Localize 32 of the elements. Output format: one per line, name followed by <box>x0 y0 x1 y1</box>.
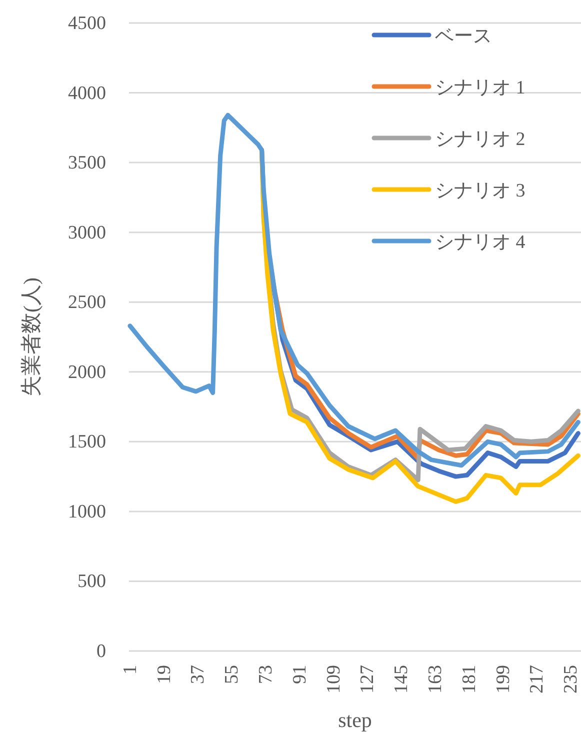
x-tick-label: 145 <box>391 665 412 694</box>
x-tick-label: 19 <box>154 665 175 684</box>
x-tick-label: 181 <box>458 665 480 694</box>
x-tick-label: 91 <box>289 665 310 684</box>
x-tick-label: 1 <box>120 665 141 674</box>
y-tick-label: 1500 <box>68 432 106 453</box>
x-tick-label: 217 <box>526 665 548 694</box>
legend-label: シナリオ 3 <box>435 180 526 202</box>
y-tick-label: 4000 <box>68 82 106 104</box>
x-tick-label: 73 <box>256 665 277 684</box>
y-tick-label: 3500 <box>68 152 106 174</box>
x-tick-label: 235 <box>560 665 581 694</box>
y-tick-label: 2000 <box>68 362 106 383</box>
y-tick-label: 0 <box>96 641 106 662</box>
y-axis-title: 失業者数(人) <box>19 278 43 396</box>
y-tick-label: 2500 <box>68 292 106 314</box>
x-tick-label: 55 <box>222 665 243 684</box>
line-series <box>128 112 580 468</box>
legend-label: シナリオ 2 <box>435 129 526 150</box>
legend-label: シナリオ 4 <box>435 232 526 253</box>
x-tick-label: 37 <box>188 665 209 684</box>
y-tick-label: 500 <box>78 571 106 592</box>
y-tick-label: 1000 <box>68 501 106 522</box>
x-tick-label: 163 <box>425 665 446 694</box>
y-tick-label: 3000 <box>68 222 106 244</box>
x-tick-label: 109 <box>323 665 344 694</box>
legend-label: シナリオ 1 <box>435 78 526 98</box>
x-tick-label: 127 <box>357 665 378 694</box>
y-tick-label: 4500 <box>68 13 106 34</box>
x-axis-title: step <box>338 708 372 732</box>
x-tick-label: 199 <box>492 665 514 694</box>
legend-label: ベース <box>435 26 492 47</box>
